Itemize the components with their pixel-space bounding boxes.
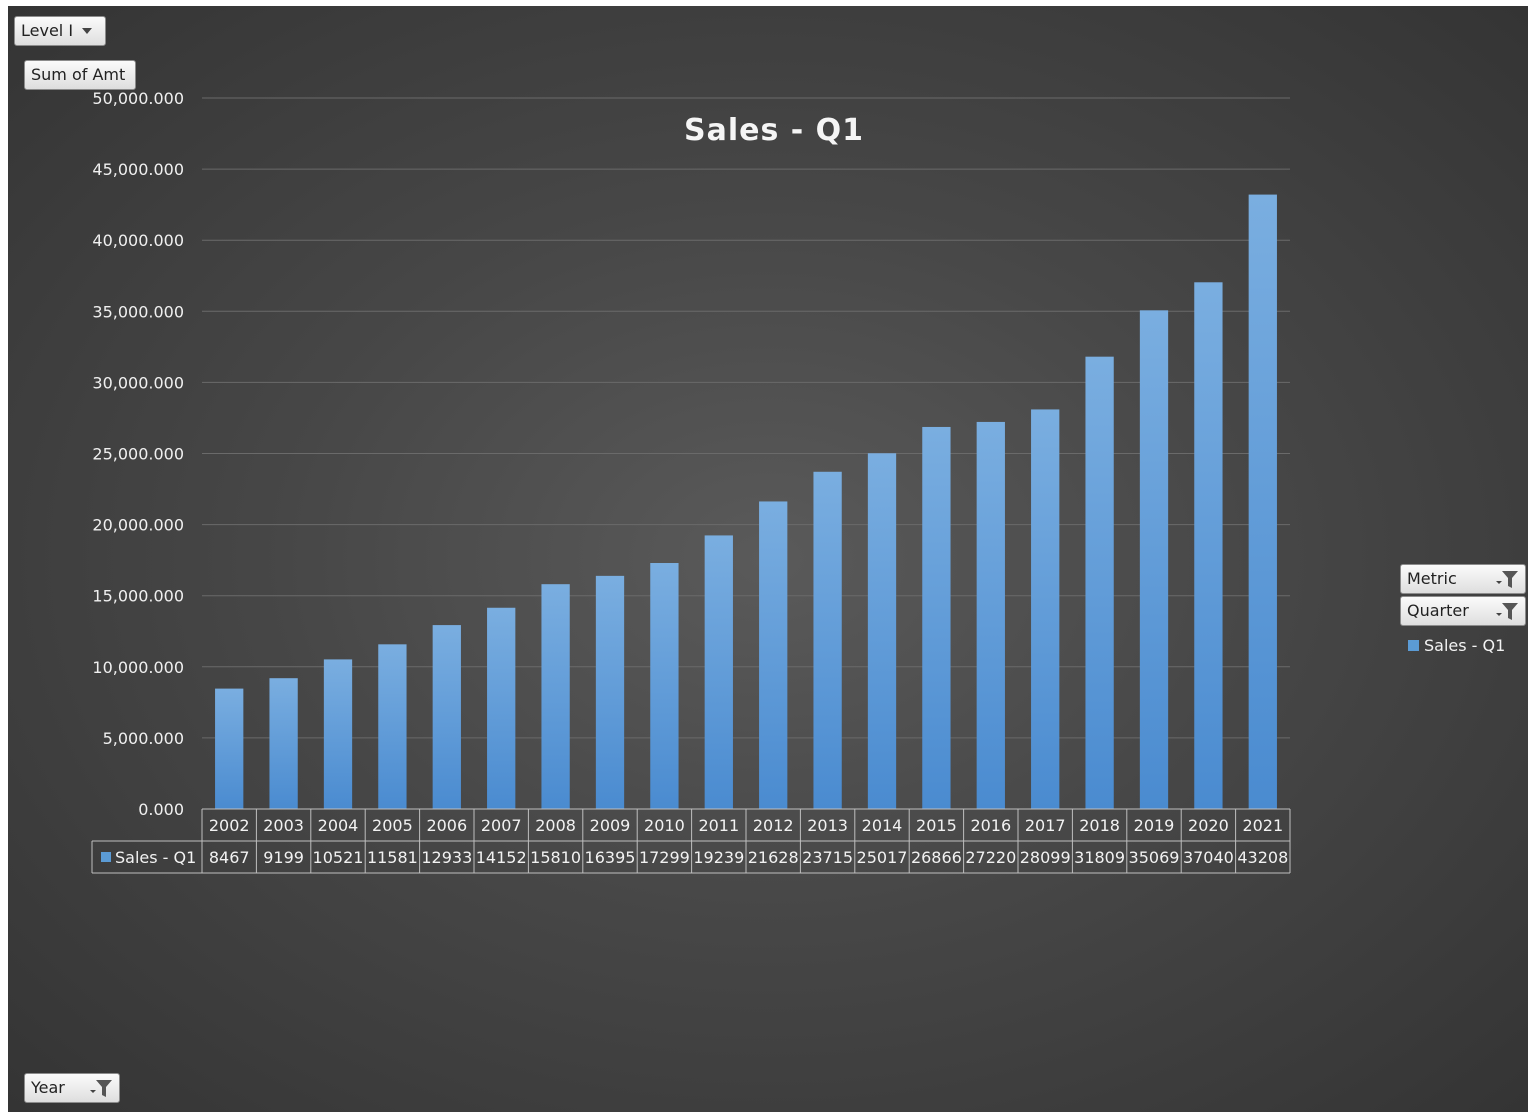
y-tick-label: 35,000.000 [92, 302, 184, 321]
y-tick-label: 5,000.000 [103, 729, 184, 748]
bar [1248, 194, 1277, 809]
y-tick-label: 10,000.000 [92, 658, 184, 677]
metric-filter-label: Metric [1407, 569, 1457, 588]
year-filter-button[interactable]: Year [24, 1073, 120, 1103]
data-table: 2002 2003 2004 2005 2006 2007 2008 2009 2010 2011… [91, 808, 1291, 874]
bar [1194, 282, 1223, 809]
x-tick-label: 2016 [970, 816, 1011, 835]
chart-title: Sales - Q1 [684, 113, 864, 148]
data-label: 23715 [802, 848, 853, 867]
x-tick-label: 2011 [698, 816, 739, 835]
data-label: 35069 [1129, 848, 1180, 867]
quarter-filter-label: Quarter [1407, 601, 1469, 620]
legend-label: Sales - Q1 [1424, 636, 1505, 655]
bar [1031, 409, 1060, 809]
data-label: 27220 [965, 848, 1016, 867]
data-label: 37040 [1183, 848, 1234, 867]
data-label: 10521 [313, 848, 364, 867]
x-tick-label: 2005 [372, 816, 413, 835]
x-tick-label: 2015 [916, 816, 957, 835]
year-filter-label: Year [31, 1078, 65, 1097]
x-tick-label: 2009 [590, 816, 631, 835]
y-tick-label: 20,000.000 [92, 516, 184, 535]
filter-icon [1496, 571, 1518, 588]
x-tick-label: 2006 [426, 816, 467, 835]
x-tick-label: 2002 [209, 816, 250, 835]
bar [1139, 310, 1169, 809]
filter-icon [90, 1080, 112, 1097]
data-label: 17299 [639, 848, 690, 867]
bar [432, 625, 461, 809]
bars [215, 194, 1277, 809]
gridlines [202, 97, 1290, 739]
bar [487, 607, 516, 809]
x-tick-label: 2014 [862, 816, 903, 835]
data-label: 21628 [748, 848, 799, 867]
bar [1085, 356, 1114, 809]
y-tick-label: 40,000.000 [92, 231, 184, 250]
y-tick-label: 0.000 [138, 800, 184, 819]
x-tick-label: 2021 [1242, 816, 1283, 835]
x-tick-label: 2007 [481, 816, 522, 835]
bar [650, 563, 679, 809]
data-label: 11581 [367, 848, 418, 867]
legend: Sales - Q1 [1408, 636, 1505, 655]
sum-of-amt-label: Sum of Amt [31, 65, 126, 84]
data-label: 9199 [263, 848, 304, 867]
bar [922, 426, 951, 809]
metric-filter-button[interactable]: Metric [1400, 564, 1526, 594]
x-tick-label: 2018 [1079, 816, 1120, 835]
bar [269, 678, 298, 809]
x-tick-label: 2003 [263, 816, 304, 835]
data-label: 26866 [911, 848, 962, 867]
bar [759, 501, 788, 809]
bar [595, 575, 625, 809]
data-label: 25017 [857, 848, 908, 867]
data-label: 8467 [209, 848, 250, 867]
bar [813, 471, 842, 809]
x-tick-label: 2012 [753, 816, 794, 835]
bar [976, 421, 1005, 809]
y-tick-label: 30,000.000 [92, 373, 184, 392]
bar [215, 688, 244, 809]
legend-swatch [1408, 640, 1419, 651]
bar [704, 535, 733, 809]
filter-icon [1496, 603, 1518, 620]
y-tick-label: 45,000.000 [92, 160, 184, 179]
data-label: 12933 [421, 848, 472, 867]
data-label: 28099 [1020, 848, 1071, 867]
x-tick-label: 2008 [535, 816, 576, 835]
chart-area: Level I Sum of Amt Metric Quarter Year [8, 6, 1528, 1112]
data-label: 43208 [1237, 848, 1288, 867]
dropdown-arrow-icon [82, 28, 92, 34]
x-tick-label: 2020 [1188, 816, 1229, 835]
series-swatch [101, 852, 111, 862]
series-header-label: Sales - Q1 [115, 848, 196, 867]
y-tick-label: 25,000.000 [92, 445, 184, 464]
y-tick-label: 50,000.000 [92, 89, 184, 108]
quarter-filter-button[interactable]: Quarter [1400, 596, 1526, 626]
x-tick-label: 2019 [1134, 816, 1175, 835]
data-label: 31809 [1074, 848, 1125, 867]
x-tick-label: 2004 [318, 816, 359, 835]
data-label: 16395 [585, 848, 636, 867]
data-label: 14152 [476, 848, 527, 867]
y-tick-label: 15,000.000 [92, 587, 184, 606]
level-filter-button[interactable]: Level I [14, 16, 106, 46]
data-label: 19239 [693, 848, 744, 867]
bar [323, 659, 353, 809]
sales-chart: 0.000 5,000.000 10,000.000 15,000.000 20,000… [91, 89, 1505, 874]
y-axis-ticks: 0.000 5,000.000 10,000.000 15,000.000 20,000… [92, 89, 184, 819]
sum-of-amt-button[interactable]: Sum of Amt [24, 60, 136, 90]
bar [541, 584, 570, 809]
x-tick-label: 2010 [644, 816, 685, 835]
data-label: 15810 [530, 848, 581, 867]
bar [378, 644, 407, 809]
bar [867, 453, 897, 809]
level-filter-label: Level I [21, 21, 74, 40]
x-tick-label: 2013 [807, 816, 848, 835]
x-tick-label: 2017 [1025, 816, 1066, 835]
